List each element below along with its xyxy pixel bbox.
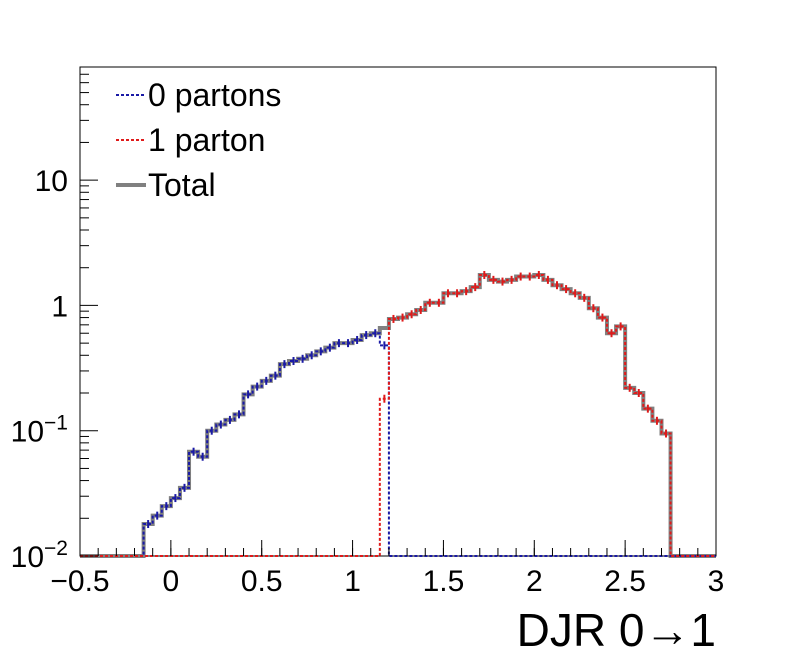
x-tick-label: −0.5 bbox=[50, 565, 109, 598]
legend-label-0-partons: 0 partons bbox=[148, 77, 281, 113]
x-axis-title: DJR 0→1 bbox=[517, 604, 716, 656]
series-line-1-parton bbox=[80, 273, 716, 557]
x-tick-label: 1 bbox=[344, 565, 361, 598]
y-tick-label: 1 bbox=[51, 290, 68, 323]
x-tick-label: 3 bbox=[708, 565, 725, 598]
x-tick-label: 1.5 bbox=[423, 565, 465, 598]
x-tick-label: 2 bbox=[526, 565, 543, 598]
legend-label-1-parton: 1 parton bbox=[148, 122, 265, 158]
legend-label-total: Total bbox=[148, 167, 216, 203]
y-tick-label: 10 bbox=[35, 165, 68, 198]
x-tick-label: 0.5 bbox=[241, 565, 283, 598]
x-tick-label: 0 bbox=[163, 565, 180, 598]
series-line-0-partons bbox=[80, 332, 716, 557]
y-tick-label: 10−1 bbox=[11, 412, 68, 449]
x-tick-label: 2.5 bbox=[604, 565, 646, 598]
